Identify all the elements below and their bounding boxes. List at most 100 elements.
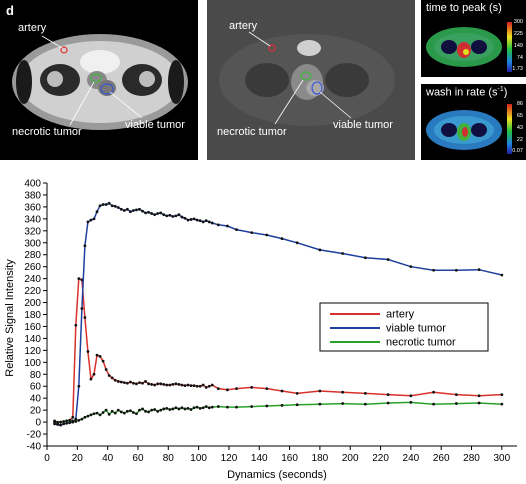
- data-point: [122, 209, 126, 212]
- data-point: [168, 213, 172, 217]
- data-point: [83, 244, 87, 248]
- data-point: [74, 417, 78, 421]
- data-point: [174, 214, 178, 218]
- data-point: [183, 384, 187, 388]
- data-point: [156, 212, 160, 215]
- y-tick-label: 120: [24, 346, 41, 357]
- colorbar-tick: 22: [516, 137, 523, 143]
- data-point: [162, 383, 166, 386]
- y-tick-label: 240: [24, 274, 41, 285]
- data-point: [104, 368, 108, 371]
- x-tick-label: 100: [190, 453, 207, 464]
- data-point: [409, 394, 413, 398]
- data-point: [77, 418, 81, 422]
- y-tick-label: 0: [35, 418, 41, 429]
- data-point: [119, 380, 123, 384]
- x-tick-label: 240: [403, 453, 420, 464]
- data-point: [138, 408, 141, 412]
- colorbar-tick: 43: [516, 125, 523, 131]
- data-point: [192, 217, 196, 221]
- data-point: [454, 393, 458, 396]
- data-point: [83, 415, 87, 419]
- data-point: [110, 376, 114, 380]
- data-point: [113, 204, 117, 208]
- data-point: [159, 408, 163, 412]
- data-point: [165, 406, 169, 410]
- x-axis-label: Dynamics (seconds): [227, 469, 327, 481]
- data-point: [159, 382, 163, 386]
- x-tick-label: 260: [433, 453, 450, 464]
- data-point: [216, 405, 220, 408]
- y-tick-label: 380: [24, 190, 41, 201]
- data-point: [265, 233, 269, 237]
- label-viable-left: viable tumor: [125, 119, 185, 131]
- data-point: [86, 220, 90, 224]
- data-point: [454, 268, 458, 272]
- colorbar-tick: 149: [513, 43, 523, 49]
- data-point: [171, 215, 175, 218]
- data-point: [83, 316, 87, 319]
- label-artery-left: artery: [18, 22, 47, 34]
- data-point: [195, 384, 199, 388]
- data-point: [477, 394, 481, 398]
- data-point: [235, 228, 238, 232]
- data-point: [144, 409, 147, 413]
- panel-letter: d: [6, 3, 14, 18]
- signal-intensity-chart: -40-200204060801001201401601802002202402…: [4, 179, 517, 481]
- map-wash-in-rate-title: wash in rate (s-1): [426, 86, 507, 99]
- data-point: [180, 406, 184, 410]
- data-point: [80, 417, 84, 421]
- colorbar-tick: 86: [516, 101, 523, 107]
- data-point: [101, 203, 105, 206]
- data-point: [128, 380, 132, 384]
- data-point: [147, 410, 150, 414]
- data-point: [201, 220, 205, 224]
- y-tick-label: 200: [24, 298, 41, 309]
- data-point: [265, 404, 269, 408]
- data-point: [92, 372, 96, 376]
- label-viable-middle: viable tumor: [333, 119, 393, 131]
- data-point: [192, 406, 196, 410]
- map-time-to-peak-graphic: [426, 22, 512, 72]
- map-time-to-peak-title: time to peak (s): [426, 2, 502, 14]
- data-point: [189, 408, 193, 411]
- data-point: [156, 382, 160, 386]
- data-point: [280, 403, 284, 407]
- data-point: [144, 211, 147, 215]
- data-point: [226, 224, 229, 228]
- data-point: [144, 380, 147, 383]
- data-point: [171, 383, 175, 386]
- data-point: [98, 204, 102, 208]
- data-point: [89, 413, 93, 417]
- data-point: [432, 268, 436, 272]
- data-point: [113, 378, 117, 382]
- label-necrotic-middle: necrotic tumor: [217, 126, 287, 138]
- data-point: [104, 203, 108, 206]
- data-point: [409, 265, 413, 269]
- data-point: [165, 383, 169, 387]
- data-point: [295, 241, 299, 245]
- data-point: [135, 412, 138, 416]
- data-point: [204, 405, 208, 408]
- data-point: [180, 215, 184, 219]
- data-point: [198, 384, 202, 388]
- mri-left-graphic: [12, 34, 188, 130]
- data-point: [500, 402, 504, 406]
- data-point: [318, 248, 322, 252]
- data-point: [59, 420, 63, 424]
- data-point: [186, 218, 190, 222]
- data-point: [174, 406, 178, 410]
- data-point: [65, 421, 69, 425]
- x-tick-label: 180: [312, 453, 329, 464]
- map-wash-in-rate-title-suffix: ): [503, 86, 508, 99]
- data-point: [128, 210, 132, 214]
- data-point: [477, 268, 481, 272]
- data-point: [341, 402, 345, 405]
- colorbar-tick: 300: [513, 19, 523, 25]
- data-point: [138, 381, 141, 385]
- data-point: [432, 390, 436, 394]
- data-point: [132, 209, 135, 212]
- colorbar-tick: 0.07: [512, 148, 523, 154]
- data-point: [216, 387, 220, 391]
- x-tick-label: 300: [493, 453, 510, 464]
